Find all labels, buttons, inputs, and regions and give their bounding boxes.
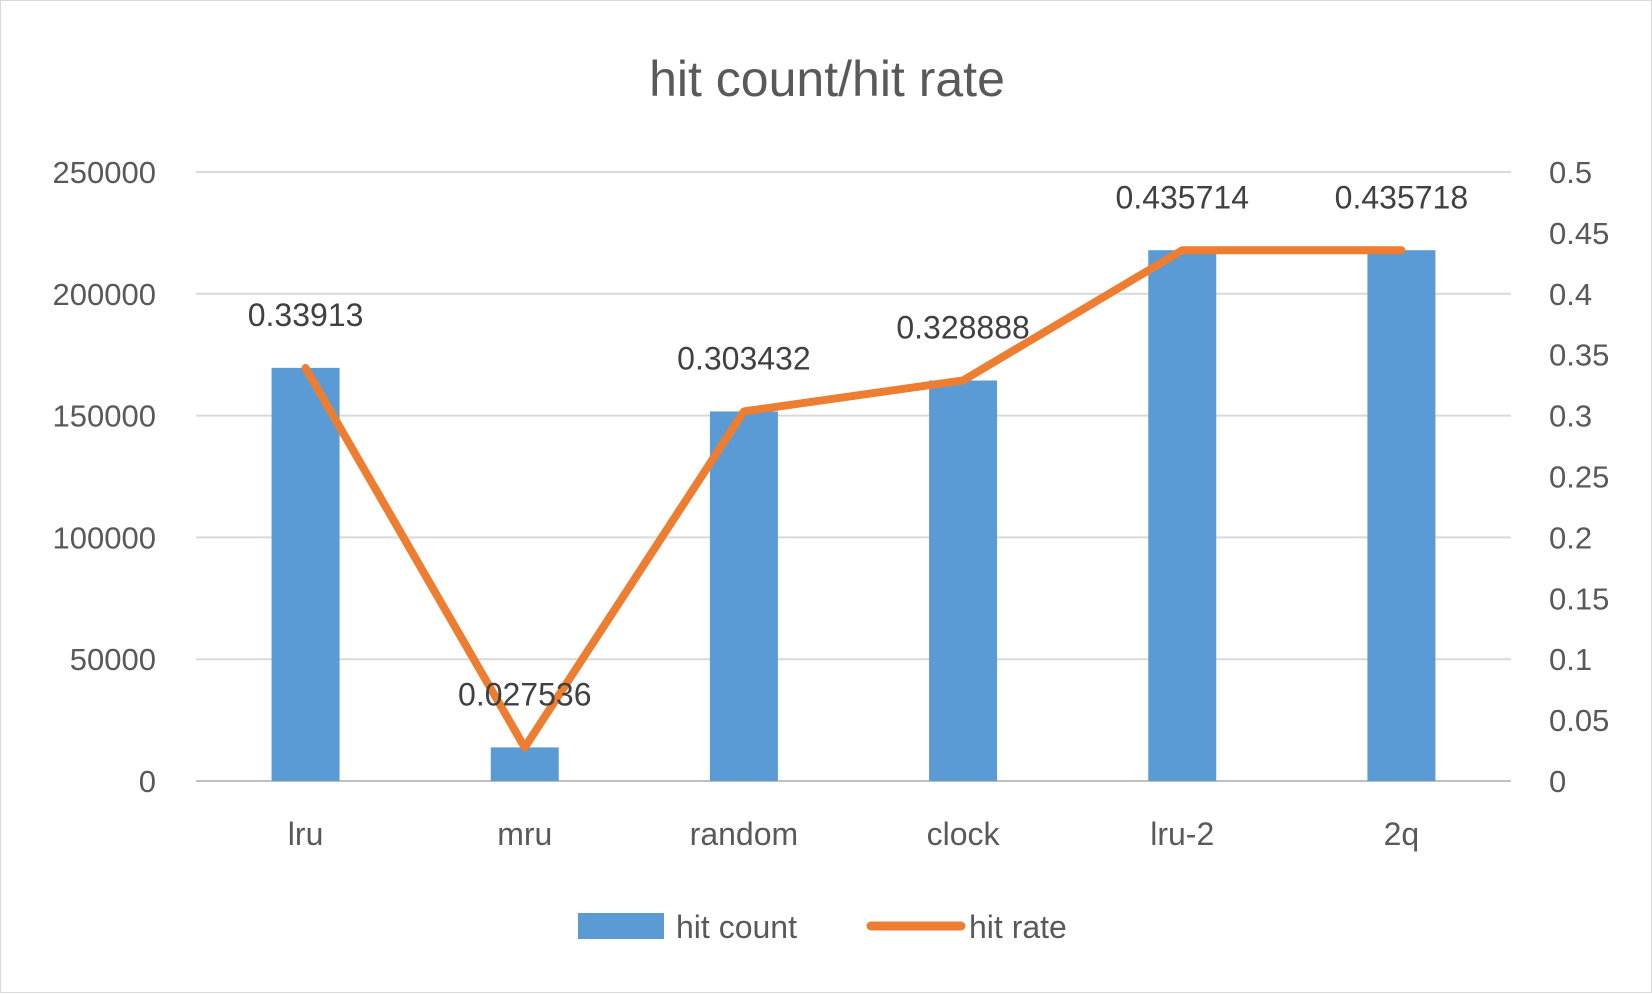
right-tick-label: 0.05	[1549, 703, 1609, 738]
chart-title: hit count/hit rate	[649, 51, 1005, 107]
hit-rate-point-2q	[1400, 249, 1403, 252]
right-tick-label: 0	[1549, 764, 1566, 799]
bar-clock	[929, 380, 998, 781]
hit-rate-line	[301, 246, 1406, 752]
bar-mru	[490, 747, 559, 781]
data-label-lru-2: 0.435714	[1116, 179, 1249, 215]
data-label-mru: 0.027536	[458, 676, 591, 712]
left-tick-label: 0	[139, 764, 156, 799]
right-tick-label: 0.3	[1549, 399, 1592, 434]
hit-rate-point-mru	[523, 746, 526, 749]
legend: hit count hit rate	[578, 909, 1067, 945]
right-tick-label: 0.1	[1549, 642, 1592, 677]
legend-label-hit-count: hit count	[676, 909, 797, 945]
bar-lru	[271, 367, 340, 781]
legend-swatch-hit-count	[578, 913, 664, 939]
bar-2q	[1367, 250, 1436, 781]
bar-random	[709, 411, 778, 781]
left-tick-label: 200000	[53, 277, 156, 312]
hit-rate-polyline	[301, 246, 1406, 752]
hit-rate-point-lru-2	[1181, 249, 1184, 252]
hit-rate-point-random	[742, 410, 745, 413]
category-label-2q: 2q	[1384, 816, 1420, 852]
hit-rate-point-lru	[304, 366, 307, 369]
left-tick-label: 150000	[53, 399, 156, 434]
hit-count-bars	[271, 250, 1436, 781]
right-tick-label: 0.5	[1549, 155, 1592, 190]
legend-label-hit-rate: hit rate	[969, 909, 1067, 945]
right-tick-label: 0.35	[1549, 338, 1609, 373]
bar-lru-2	[1148, 250, 1217, 781]
category-label-clock: clock	[927, 816, 1001, 852]
data-label-random: 0.303432	[677, 340, 810, 376]
category-label-lru: lru	[288, 816, 324, 852]
category-labels: lru mru random clock lru-2 2q	[288, 816, 1419, 852]
left-tick-label: 50000	[70, 642, 156, 677]
category-label-mru: mru	[497, 816, 552, 852]
data-label-clock: 0.328888	[896, 309, 1029, 345]
left-tick-label: 100000	[53, 520, 156, 555]
right-tick-label: 0.2	[1549, 520, 1592, 555]
left-axis-ticks: 0 50000 100000 150000 200000 250000	[53, 155, 156, 799]
hit-rate-point-clock	[962, 379, 965, 382]
right-tick-label: 0.25	[1549, 460, 1609, 495]
right-tick-label: 0.15	[1549, 581, 1609, 616]
gridlines	[196, 171, 1511, 782]
data-label-lru: 0.33913	[248, 297, 364, 333]
left-tick-label: 250000	[53, 155, 156, 190]
category-label-random: random	[690, 816, 799, 852]
right-axis-ticks: 0 0.05 0.1 0.15 0.2 0.25 0.3 0.35 0.4 0.45 0.5	[1549, 155, 1609, 799]
right-tick-label: 0.45	[1549, 216, 1609, 251]
right-tick-label: 0.4	[1549, 277, 1592, 312]
hit-rate-data-labels: 0.33913 0.027536 0.303432 0.328888 0.435714 0…	[248, 179, 1468, 712]
category-label-lru-2: lru-2	[1150, 816, 1214, 852]
data-label-2q: 0.435718	[1335, 179, 1468, 215]
